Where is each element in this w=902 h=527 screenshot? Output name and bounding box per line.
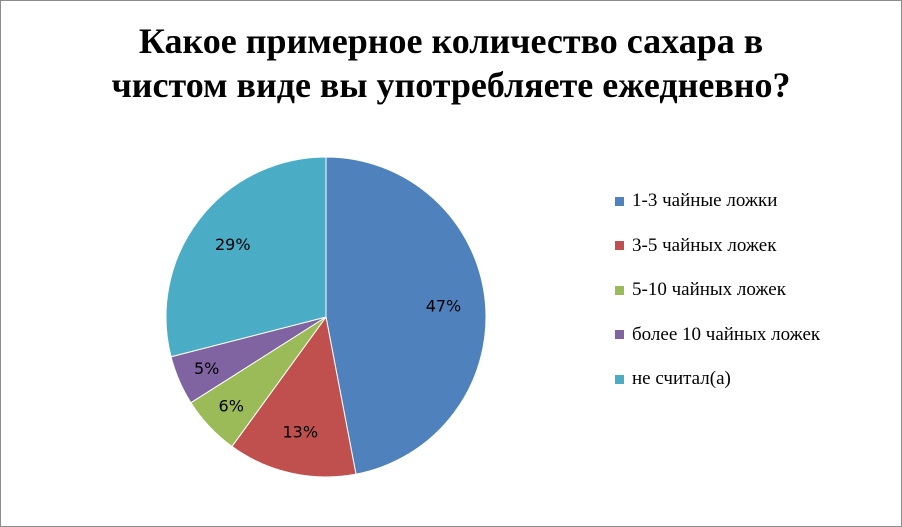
- slice-1-3-spoons: [325, 156, 487, 475]
- legend-item-5-10-spoons: 5-10 чайных ложек: [615, 268, 820, 313]
- legend-item-1-3-spoons: 1-3 чайные ложки: [615, 179, 820, 224]
- slice-not-counted: [165, 156, 327, 358]
- legend-label: 5-10 чайных ложек: [632, 279, 786, 301]
- chart-title-line-1: Какое примерное количество сахара в: [138, 21, 764, 61]
- chart-legend: 1-3 чайные ложки 3-5 чайных ложек 5-10 чай…: [615, 179, 820, 402]
- data-label-1-3-spoons: 47%: [426, 296, 462, 315]
- data-label-over-10-spoons: 5%: [194, 359, 219, 378]
- legend-label: не считал(а): [632, 368, 731, 390]
- legend-item-3-5-spoons: 3-5 чайных ложек: [615, 224, 820, 269]
- data-label-3-5-spoons: 13%: [282, 423, 318, 442]
- data-label-5-10-spoons: 6%: [219, 396, 244, 415]
- legend-swatch: [615, 285, 624, 295]
- legend-swatch: [615, 330, 624, 340]
- chart-title-line-2: чистом виде вы употребляете ежедневно?: [111, 65, 791, 105]
- slice-3-5-spoons: [231, 315, 357, 478]
- legend-swatch: [615, 241, 624, 251]
- legend-label: 3-5 чайных ложек: [632, 234, 777, 256]
- legend-item-over-10-spoons: более 10 чайных ложек: [615, 313, 820, 358]
- chart-title: Какое примерное количество сахара в чист…: [1, 19, 901, 107]
- legend-label: более 10 чайных ложек: [632, 323, 821, 345]
- legend-item-not-counted: не считал(а): [615, 357, 820, 402]
- legend-swatch: [615, 196, 624, 206]
- data-label-not-counted: 29%: [215, 235, 251, 254]
- legend-label: 1-3 чайные ложки: [632, 190, 778, 212]
- legend-swatch: [615, 374, 624, 384]
